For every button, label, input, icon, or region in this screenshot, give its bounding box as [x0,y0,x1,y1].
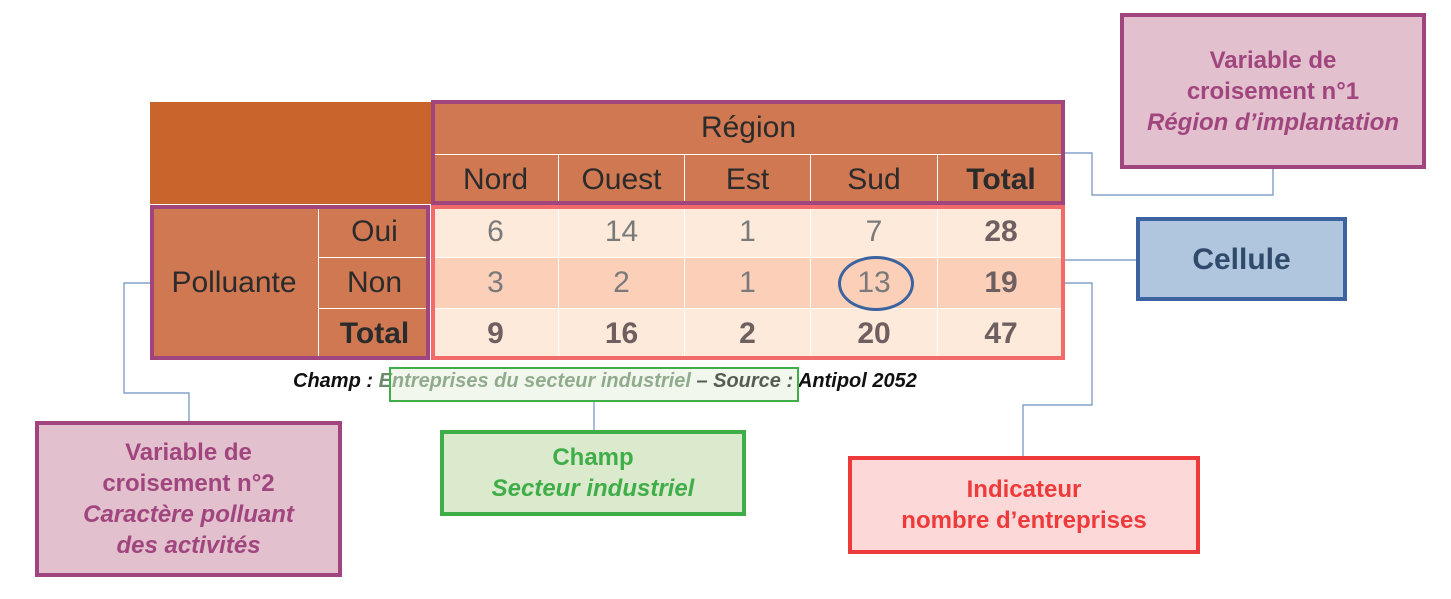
table-cell: 6 [487,214,504,248]
callout-var1-line1: Variable de [1209,46,1337,74]
table-cell: 7 [810,206,937,257]
row-non-bg [433,257,1064,308]
callout-variable-2: Variable de croisement n°2 Caractère pol… [35,421,342,577]
table-corner [150,102,432,204]
row-oui-bg [433,206,1064,257]
table-cell-total: 28 [937,206,1064,257]
cell-highlight-circle [838,256,914,311]
row-header-frame [150,205,430,360]
source-suffix: – Source : Antipol 2052 [690,370,917,392]
callout-var1-line3: Région d’implantation [1147,108,1399,136]
connector-var1 [1064,152,1274,196]
table-cell: 1 [684,206,810,257]
callout-var2-line2: croisement n°2 [102,470,275,497]
callout-var2-line3: Caractère polluant [83,501,294,528]
callout-variable-1: Variable de croisement n°1 Région d’impl… [1120,13,1426,169]
table-body-frame [431,205,1065,360]
row-total-bg [433,308,1064,359]
callout-indicateur-line1: Indicateur [966,476,1082,503]
col-header-ouest: Ouest [558,154,684,204]
row-group-title: Polluante [150,206,318,359]
col-header-est: Est [684,154,810,204]
callout-champ-line1: Champ [552,444,634,471]
source-line: Champ : Entreprises du secteur industrie… [293,370,1093,396]
callout-cellule: Cellule [1136,217,1347,301]
table-cell-total: 20 [810,308,937,359]
col-header-nord: Nord [433,154,558,204]
table-cell-total: 19 [937,257,1064,308]
callout-champ: Champ Secteur industriel [440,430,746,516]
callout-var2-line4: des activités [116,532,261,559]
table-cell-grand-total: 47 [937,308,1064,359]
col-header-sud: Sud [810,154,937,204]
connector-var2 [123,282,190,424]
table-cell-total: 16 [558,308,684,359]
callout-indicateur-line2: nombre d’entreprises [901,507,1147,534]
source-prefix: Champ : [293,370,379,392]
source-field: Entreprises du secteur industriel [378,370,691,392]
table-cell: 14 [558,206,684,257]
col-header-total: Total [937,154,1064,204]
callout-var1-line2: croisement n°1 [1186,77,1360,105]
table-cell: 1 [684,257,810,308]
table-cell: 2 [558,257,684,308]
row-header-oui: Oui [318,206,430,257]
callout-cellule-label: Cellule [1192,242,1291,276]
row-header-total: Total [318,308,430,359]
table-cell-total: 9 [487,316,504,350]
table-cell: 3 [487,265,504,299]
source-field-frame [389,367,799,402]
row-header-non: Non [318,257,430,308]
col-header-frame [431,100,1065,205]
callout-champ-line2: Secteur industriel [491,475,695,502]
table-cell-total: 2 [684,308,810,359]
connector-indicateur [1022,282,1093,458]
callout-indicateur: Indicateur nombre d’entreprises [848,456,1200,554]
callout-var2-line1: Variable de [125,439,252,466]
col-group-title: Région [433,102,1064,154]
